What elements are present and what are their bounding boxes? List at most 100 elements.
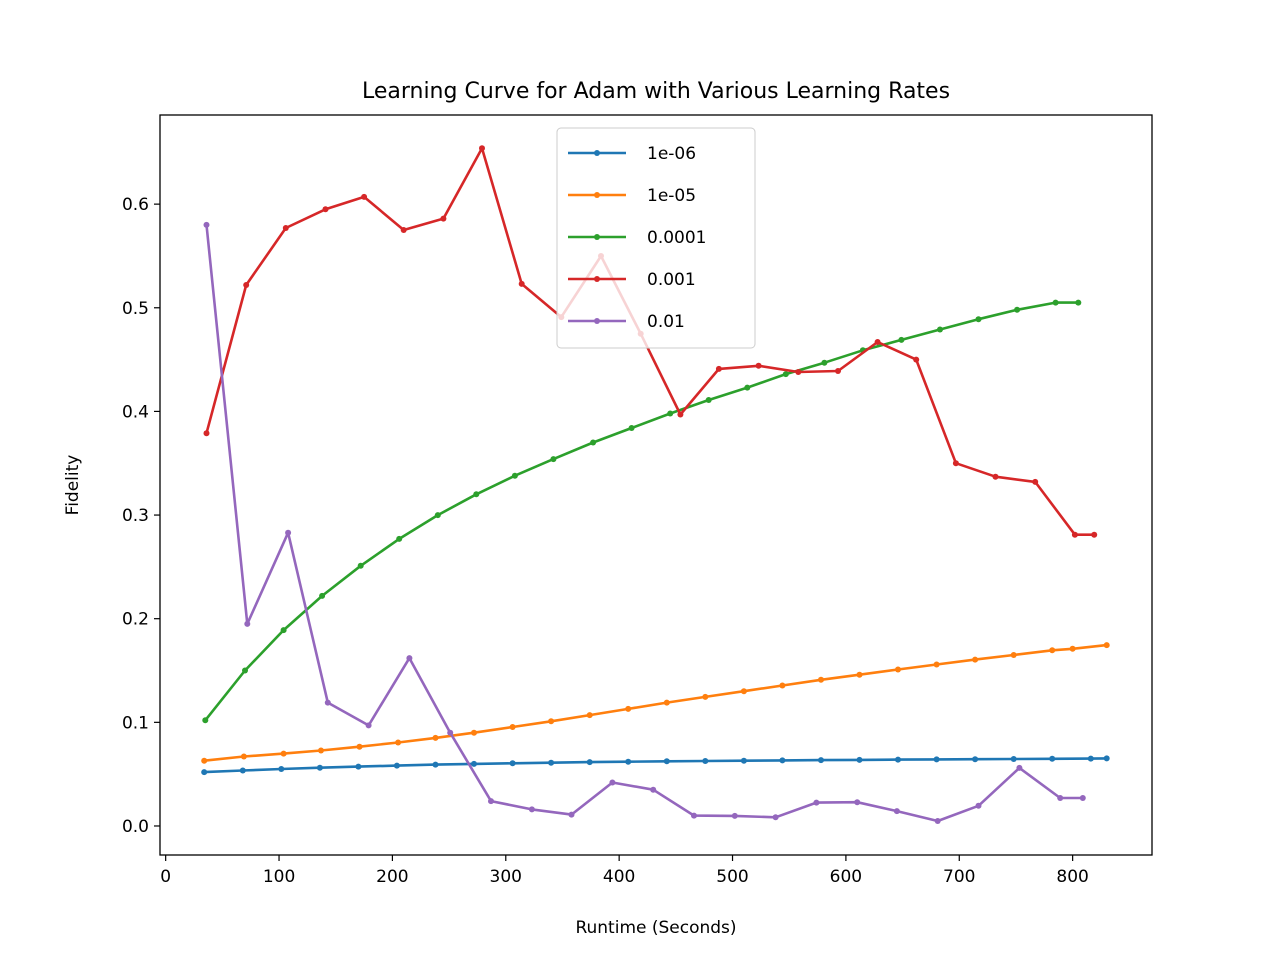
data-point: [691, 812, 697, 819]
data-point: [755, 362, 762, 369]
data-point: [779, 682, 786, 689]
data-point: [586, 712, 593, 719]
legend-item-5: 0.01: [568, 312, 685, 332]
x-tick-label: 800: [1056, 867, 1088, 887]
series-1: [201, 755, 1110, 776]
data-point: [1032, 478, 1039, 485]
legend-marker: [594, 318, 600, 324]
data-point: [992, 473, 999, 480]
data-point: [1103, 755, 1110, 762]
data-point: [202, 717, 209, 724]
data-point: [895, 666, 901, 673]
legend-box: [556, 127, 756, 349]
data-point: [1079, 795, 1086, 801]
data-point: [242, 667, 248, 674]
data-point: [702, 758, 709, 764]
data-point: [972, 756, 979, 763]
data-point: [278, 766, 285, 772]
data-point: [782, 371, 789, 378]
y-tick-label: 0.0: [122, 817, 149, 837]
legend-item-1: 1e-06: [568, 144, 696, 164]
data-point: [396, 535, 403, 542]
data-point: [518, 280, 525, 287]
legend-label: 0.001: [647, 270, 696, 290]
legend-marker: [594, 150, 600, 156]
data-point: [432, 761, 439, 768]
data-point: [511, 472, 518, 479]
data-point: [740, 688, 747, 695]
chart-title: Learning Curve for Adam with Various Lea…: [362, 79, 950, 104]
data-point: [471, 729, 477, 736]
data-point: [715, 365, 722, 372]
data-point: [393, 762, 400, 769]
x-tick-label: 500: [716, 867, 748, 887]
data-point: [854, 799, 861, 806]
data-point: [874, 339, 881, 345]
legend-label: 1e-06: [647, 144, 696, 164]
data-point: [895, 756, 901, 763]
data-point: [1010, 652, 1017, 658]
data-point: [528, 806, 535, 813]
data-point: [509, 760, 516, 767]
data-point: [590, 439, 597, 446]
data-point: [509, 724, 516, 730]
data-point: [856, 756, 863, 763]
y-tick-label: 0.4: [122, 402, 149, 422]
data-point: [316, 764, 323, 771]
data-point: [318, 747, 324, 754]
data-point: [650, 786, 657, 793]
data-point: [243, 282, 250, 288]
data-point: [550, 456, 557, 463]
data-point: [813, 799, 820, 806]
data-point: [952, 460, 959, 467]
data-point: [975, 316, 982, 323]
data-point: [239, 767, 246, 774]
data-point: [913, 356, 920, 363]
series-2: [201, 642, 1110, 764]
data-point: [625, 758, 632, 765]
series-line: [205, 146, 1095, 537]
data-point: [1057, 795, 1064, 801]
data-point: [705, 397, 712, 403]
x-tick-label: 300: [490, 867, 522, 887]
data-point: [628, 425, 635, 431]
y-tick-label: 0.2: [122, 610, 149, 630]
data-point: [479, 145, 485, 152]
data-point: [1069, 645, 1076, 652]
data-point: [933, 756, 940, 763]
data-point: [324, 699, 331, 706]
data-point: [1075, 299, 1082, 306]
axes-frame: [159, 114, 1153, 856]
data-point: [898, 336, 905, 343]
data-point: [548, 718, 555, 725]
data-point: [835, 368, 841, 374]
data-point: [203, 430, 210, 437]
data-point: [1014, 306, 1021, 313]
y-tick-label: 0.3: [122, 506, 149, 526]
data-point: [548, 759, 555, 766]
legend-marker: [594, 192, 600, 198]
data-point: [1087, 755, 1094, 762]
data-point: [203, 221, 210, 228]
data-point: [667, 410, 674, 417]
data-point: [818, 676, 824, 683]
series-5: [203, 221, 1086, 824]
data-point: [361, 193, 368, 200]
data-point: [893, 808, 900, 815]
data-point: [285, 529, 292, 536]
data-point: [933, 661, 940, 668]
data-point: [934, 818, 941, 824]
legend-item-2: 1e-05: [568, 186, 696, 206]
x-tick-label: 0: [160, 867, 171, 887]
legend-item-4: 0.001: [568, 270, 696, 290]
legend-marker: [594, 234, 600, 240]
data-point: [937, 326, 943, 333]
data-point: [488, 798, 494, 805]
x-tick-label: 600: [830, 867, 862, 887]
data-point: [244, 620, 251, 627]
data-point: [447, 729, 454, 736]
x-axis-label: Runtime (Seconds): [575, 918, 736, 938]
x-tick-label: 400: [603, 867, 635, 887]
data-point: [625, 705, 632, 712]
legend-label: 0.01: [647, 312, 685, 332]
